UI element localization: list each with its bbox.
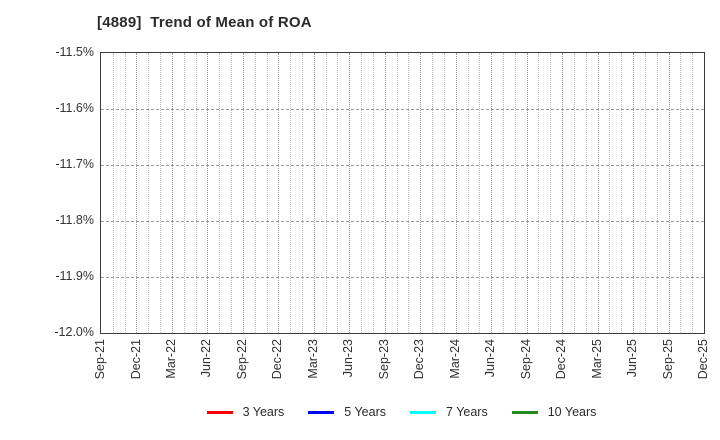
x-tick-label: Sep-21 xyxy=(93,339,107,380)
vertical-gridline-month xyxy=(290,53,292,333)
vertical-gridline-quarter xyxy=(562,53,564,333)
x-tick-label: Jun-23 xyxy=(341,339,356,378)
x-tick-label: Sep-25 xyxy=(660,339,675,380)
vertical-gridline-month xyxy=(219,53,221,333)
vertical-gridline-month xyxy=(337,53,339,333)
vertical-gridline-month xyxy=(124,53,126,333)
vertical-gridline-quarter xyxy=(313,53,315,333)
vertical-gridline-month xyxy=(680,53,682,333)
legend-label: 5 Years xyxy=(344,405,387,419)
vertical-gridline-quarter xyxy=(278,53,280,333)
vertical-gridline-month xyxy=(361,53,363,333)
x-tick-label: Dec-25 xyxy=(696,339,710,380)
vertical-gridline-month xyxy=(573,53,575,333)
legend-line-swatch xyxy=(511,410,538,414)
horizontal-gridline xyxy=(101,221,704,222)
vertical-gridline-month xyxy=(372,53,374,333)
vertical-gridline-month xyxy=(195,53,197,333)
y-tick-label: -11.8% xyxy=(55,213,94,227)
vertical-gridline-month xyxy=(443,53,445,333)
legend-item: 7 Years xyxy=(410,405,488,419)
vertical-gridline-month xyxy=(538,53,540,333)
y-tick-label: -11.6% xyxy=(55,101,94,115)
vertical-gridline-quarter xyxy=(171,53,173,333)
chart-title: [4889] Trend of Mean of ROA xyxy=(97,14,312,31)
vertical-gridline-month xyxy=(503,53,504,333)
horizontal-gridline xyxy=(101,165,704,166)
vertical-gridline-month xyxy=(609,53,611,333)
vertical-gridline-month xyxy=(302,53,303,333)
vertical-gridline-quarter xyxy=(242,53,244,333)
vertical-gridline-quarter xyxy=(136,53,138,333)
x-tick-label: Mar-23 xyxy=(305,339,320,379)
vertical-gridline-month xyxy=(396,53,398,333)
horizontal-gridline xyxy=(101,109,704,110)
vertical-gridline-month xyxy=(231,53,233,333)
vertical-gridline-quarter xyxy=(349,53,351,333)
y-tick-label: -11.9% xyxy=(55,269,94,283)
vertical-gridline-month xyxy=(254,53,256,333)
legend-line-swatch xyxy=(410,410,437,414)
legend-label: 3 Years xyxy=(242,405,285,419)
vertical-gridline-month xyxy=(514,53,516,333)
vertical-gridline-month xyxy=(550,53,552,333)
vertical-gridline-quarter xyxy=(207,53,209,333)
vertical-gridline-month xyxy=(621,53,623,333)
vertical-gridline-month xyxy=(656,53,658,333)
vertical-gridline-month xyxy=(266,53,268,333)
vertical-gridline-quarter xyxy=(384,53,386,333)
x-tick-label: Jun-25 xyxy=(625,339,640,378)
y-tick-label: -11.5% xyxy=(55,45,94,59)
x-tick-label: Mar-24 xyxy=(447,339,462,379)
vertical-gridline-month xyxy=(183,53,185,333)
vertical-gridline-quarter xyxy=(455,53,457,333)
vertical-gridline-quarter xyxy=(633,53,635,333)
vertical-gridline-month xyxy=(432,53,434,333)
legend-line-swatch xyxy=(206,410,233,414)
x-tick-label: Sep-22 xyxy=(234,339,249,380)
legend-line-swatch xyxy=(308,410,335,414)
legend-label: 10 Years xyxy=(547,405,597,419)
vertical-gridline-quarter xyxy=(597,53,599,333)
vertical-gridline-month xyxy=(479,53,481,333)
vertical-gridline-month xyxy=(160,53,162,333)
vertical-gridline-quarter xyxy=(491,53,493,333)
x-tick-label: Mar-25 xyxy=(589,339,604,379)
legend: 3 Years 5 Years 7 Years 10 Years xyxy=(100,402,703,422)
x-tick-label: Sep-23 xyxy=(376,339,391,380)
vertical-gridline-month xyxy=(148,53,150,333)
legend-item: 10 Years xyxy=(511,405,597,419)
x-tick-label: Mar-22 xyxy=(163,339,178,379)
x-tick-label: Dec-22 xyxy=(270,339,285,380)
y-tick-label: -12.0% xyxy=(54,325,94,339)
vertical-gridline-month xyxy=(112,53,114,333)
horizontal-gridline xyxy=(101,277,704,278)
y-tick-label: -11.7% xyxy=(55,157,94,171)
x-tick-label: Jun-22 xyxy=(199,339,214,378)
vertical-gridline-quarter xyxy=(526,53,528,333)
x-tick-label: Sep-24 xyxy=(518,339,533,380)
vertical-gridline-month xyxy=(692,53,694,333)
x-tick-label: Dec-23 xyxy=(412,339,427,380)
vertical-gridline-month xyxy=(644,53,646,333)
plot-area xyxy=(100,52,705,334)
legend-item: 5 Years xyxy=(308,405,386,419)
vertical-gridline-quarter xyxy=(420,53,422,333)
vertical-gridline-month xyxy=(408,53,410,333)
legend-item: 3 Years xyxy=(206,405,285,419)
vertical-gridline-month xyxy=(585,53,587,333)
legend-label: 7 Years xyxy=(446,405,488,419)
x-tick-label: Dec-21 xyxy=(128,339,143,380)
x-tick-label: Dec-24 xyxy=(554,339,569,380)
vertical-gridline-month xyxy=(467,53,469,333)
vertical-gridline-month xyxy=(325,53,327,333)
x-tick-label: Jun-24 xyxy=(483,339,498,378)
vertical-gridline-quarter xyxy=(668,53,670,333)
